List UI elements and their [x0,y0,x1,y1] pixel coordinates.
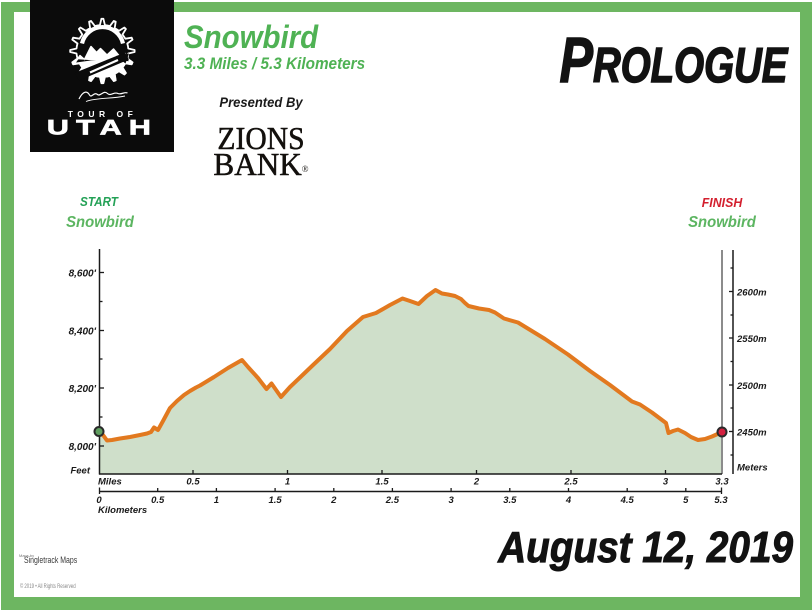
svg-text:0: 0 [96,495,102,506]
svg-text:1: 1 [285,477,290,488]
svg-text:2: 2 [473,477,480,488]
svg-text:3: 3 [448,495,454,506]
svg-text:5.3: 5.3 [714,495,728,506]
svg-text:2450m: 2450m [736,428,767,439]
svg-text:2: 2 [330,495,337,506]
svg-text:Feet: Feet [70,466,90,477]
svg-text:UTAH: UTAH [47,115,158,139]
svg-text:Meters: Meters [737,463,768,474]
svg-text:8,000': 8,000' [69,442,97,453]
svg-text:2.5: 2.5 [385,495,400,506]
svg-text:5: 5 [683,495,689,506]
svg-text:8,600': 8,600' [69,269,97,280]
svg-text:3.5: 3.5 [503,495,517,506]
svg-text:3.3: 3.3 [715,477,729,488]
svg-text:TOUR OF: TOUR OF [68,109,138,119]
svg-text:0.5: 0.5 [186,477,200,488]
svg-text:4: 4 [565,495,572,506]
svg-text:8,400': 8,400' [69,327,97,338]
svg-text:Kilometers: Kilometers [98,505,147,516]
svg-text:0.5: 0.5 [151,495,165,506]
svg-text:2500m: 2500m [736,381,767,392]
svg-text:4.5: 4.5 [620,495,635,506]
svg-text:2.5: 2.5 [563,477,578,488]
svg-text:1: 1 [214,495,219,506]
svg-text:8,200': 8,200' [69,384,97,395]
svg-text:1.5: 1.5 [268,495,282,506]
svg-text:3: 3 [663,477,669,488]
svg-text:1.5: 1.5 [375,477,389,488]
svg-text:2600m: 2600m [736,288,767,299]
svg-text:2550m: 2550m [736,334,767,345]
svg-text:Miles: Miles [98,477,122,488]
